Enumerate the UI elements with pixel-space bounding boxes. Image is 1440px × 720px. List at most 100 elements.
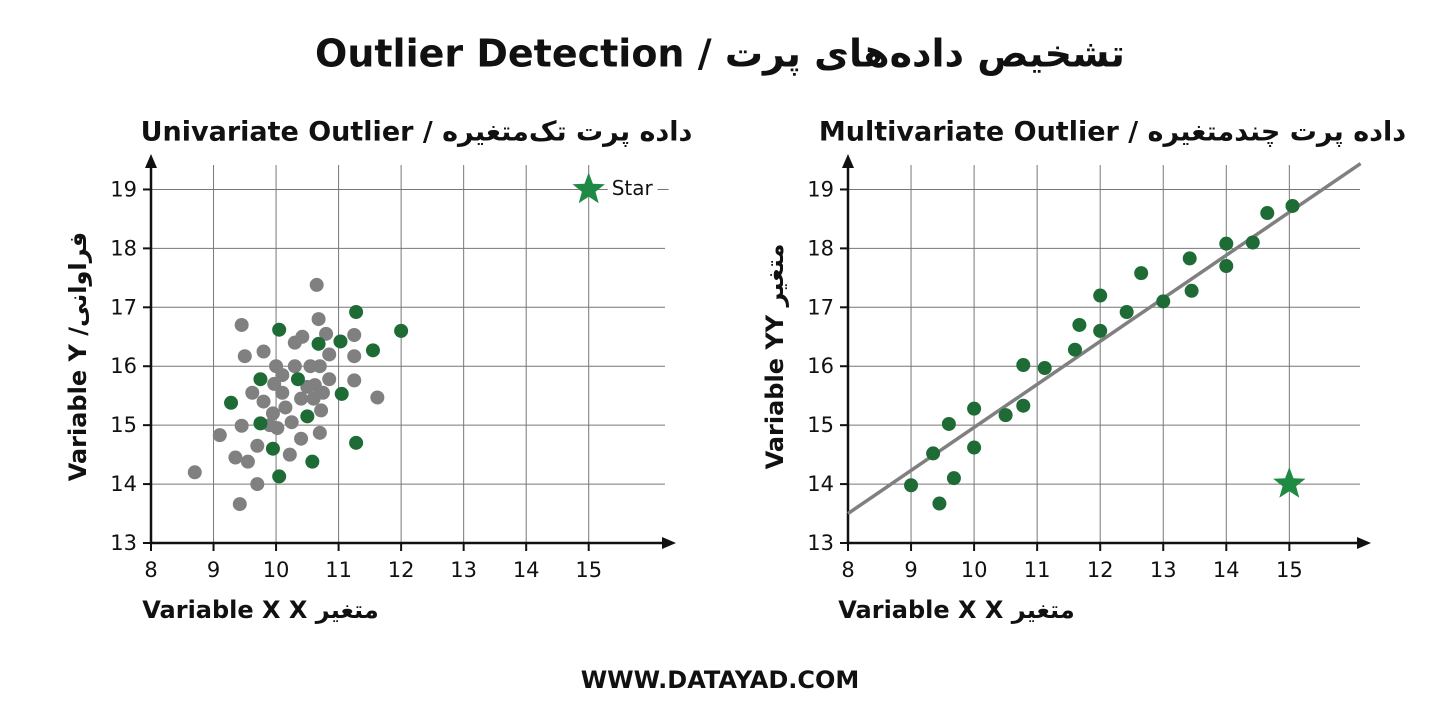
- y-tick-label: 15: [110, 413, 137, 437]
- point: [1119, 305, 1134, 320]
- legend-background: [607, 175, 658, 200]
- point: [278, 400, 293, 415]
- x-tick-label: 8: [841, 558, 854, 582]
- point: [294, 431, 309, 446]
- point: [232, 497, 247, 512]
- point: [312, 425, 327, 440]
- point: [290, 372, 305, 387]
- chart-title: Univariate Outlier / داده پرت تک‌متغیره: [141, 117, 693, 148]
- y-tick-label: 14: [110, 472, 137, 496]
- point: [365, 343, 380, 358]
- y-tick-label: 15: [807, 413, 834, 437]
- point: [311, 336, 326, 351]
- point: [322, 347, 337, 362]
- point: [287, 359, 302, 374]
- point: [282, 447, 297, 462]
- point: [228, 450, 243, 465]
- point: [1016, 358, 1031, 373]
- point: [926, 446, 941, 461]
- x-tick-label: 14: [1213, 558, 1240, 582]
- point: [967, 440, 982, 455]
- point: [253, 416, 268, 431]
- point: [250, 438, 265, 453]
- y-tick-label: 16: [807, 354, 834, 378]
- point: [270, 421, 285, 436]
- y-tick-label: 18: [110, 236, 137, 260]
- point: [904, 478, 919, 493]
- x-tick-label: 13: [450, 558, 477, 582]
- point: [265, 441, 280, 456]
- point: [347, 349, 362, 364]
- x-tick-label: 13: [1150, 558, 1177, 582]
- y-tick-label: 16: [110, 354, 137, 378]
- x-tick-label: 12: [1087, 558, 1114, 582]
- y-tick-label: 18: [807, 236, 834, 260]
- y-axis-label: Variable YY متغیر: [761, 244, 789, 470]
- point: [240, 454, 255, 469]
- point: [284, 415, 299, 430]
- point: [212, 428, 227, 443]
- point: [1285, 198, 1300, 213]
- x-tick-label: 9: [207, 558, 220, 582]
- point: [333, 334, 348, 349]
- point: [1156, 294, 1171, 309]
- star-point: [572, 172, 605, 204]
- main-title: Outlier Detection / تشخیص داده‌های پرت: [315, 32, 1125, 76]
- point: [253, 372, 268, 387]
- point: [941, 416, 956, 431]
- point: [272, 469, 287, 484]
- point: [275, 368, 290, 383]
- point: [322, 372, 337, 387]
- x-tick-label: 11: [325, 558, 352, 582]
- y-axis-label: Variable Y /فراوانی: [64, 232, 92, 482]
- y-tick-label: 19: [807, 177, 834, 201]
- x-tick-label: 15: [575, 558, 602, 582]
- point: [1093, 288, 1108, 303]
- point: [311, 312, 326, 327]
- point: [394, 323, 409, 338]
- legend-label: Star: [612, 176, 654, 200]
- y-axis-arrow: [145, 154, 157, 168]
- point: [1182, 251, 1197, 266]
- point: [946, 471, 961, 486]
- point: [347, 373, 362, 388]
- x-tick-label: 10: [961, 558, 988, 582]
- point: [319, 326, 334, 341]
- point: [334, 386, 349, 401]
- point: [1093, 323, 1108, 338]
- x-axis-arrow: [662, 537, 676, 549]
- point: [349, 305, 364, 320]
- star-point: [1273, 467, 1306, 498]
- point: [272, 322, 287, 337]
- trend-line: [847, 162, 1362, 515]
- point: [256, 394, 271, 409]
- x-axis-label: Variable X X متغیر: [838, 596, 1074, 624]
- y-tick-label: 19: [110, 177, 137, 201]
- point: [370, 390, 385, 405]
- point: [1219, 259, 1234, 274]
- point: [1016, 398, 1031, 413]
- point: [309, 277, 324, 292]
- point: [305, 454, 320, 469]
- point: [967, 401, 982, 416]
- point: [295, 329, 310, 344]
- point: [932, 496, 947, 511]
- point: [1072, 317, 1087, 332]
- point: [1245, 235, 1260, 250]
- y-axis-arrow: [842, 154, 854, 168]
- point: [312, 359, 327, 374]
- chart-title: Multivariate Outlier / داده پرت چندمتغیر…: [819, 117, 1406, 148]
- point: [224, 395, 239, 410]
- point: [1260, 206, 1275, 221]
- footer: WWW.DATAYAD.COM: [581, 666, 860, 694]
- x-tick-label: 9: [904, 558, 917, 582]
- point: [347, 328, 362, 343]
- x-tick-label: 8: [144, 558, 157, 582]
- point: [1134, 266, 1149, 281]
- point: [187, 465, 202, 480]
- point: [245, 385, 260, 400]
- point: [1067, 342, 1082, 357]
- y-tick-label: 17: [110, 295, 137, 319]
